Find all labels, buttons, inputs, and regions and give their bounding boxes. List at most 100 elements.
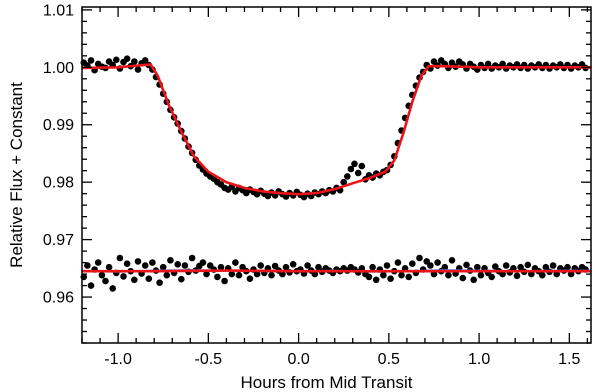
residuals-point [477, 271, 485, 279]
residuals-point [145, 275, 153, 283]
residuals-point [167, 257, 174, 264]
residuals-point [203, 270, 210, 278]
residuals-point [246, 275, 254, 283]
residuals-point [141, 262, 149, 269]
residuals-point [459, 274, 467, 282]
x-tick-label: -0.5 [195, 351, 223, 368]
residuals-point [102, 277, 109, 285]
transit-observations-point [351, 160, 358, 168]
transit-observations-point [131, 58, 138, 65]
residuals-point [380, 271, 387, 279]
residuals-point [221, 277, 228, 285]
residuals-point [539, 271, 546, 279]
residuals-point [549, 262, 557, 269]
residuals-point [235, 271, 243, 279]
residuals-point [214, 273, 221, 281]
residual-model-red-line [82, 269, 591, 273]
residuals-point [98, 271, 106, 279]
y-axis-title: Relative Flux + Constant [7, 82, 26, 268]
residuals-point [134, 258, 142, 265]
residuals-point [405, 273, 413, 281]
residuals-point [159, 263, 167, 271]
y-tick-label: 0.99 [43, 117, 74, 134]
residuals-point [369, 263, 376, 271]
residuals-point [105, 263, 113, 271]
transit-observations-point [358, 162, 366, 170]
residuals-point [409, 260, 416, 268]
residuals-point [365, 273, 373, 281]
residuals-point [268, 271, 275, 279]
transit-observations-point [499, 60, 506, 68]
transit-observations-point [347, 165, 355, 173]
residuals-point [228, 270, 236, 278]
residuals-point [427, 262, 434, 269]
residuals-point [289, 261, 297, 268]
residuals-point [156, 279, 163, 287]
x-tick-label: -1.0 [104, 351, 132, 368]
residuals-point [149, 259, 156, 266]
residuals-point [217, 263, 225, 271]
transit-observations-point [344, 173, 351, 180]
x-tick-label: 1.5 [558, 351, 580, 368]
plot-frame [81, 6, 592, 344]
y-tick-label: 0.98 [43, 175, 74, 192]
transit-observations-point [141, 57, 149, 64]
residuals-point [181, 262, 189, 269]
residuals-point [524, 261, 532, 269]
residuals-point [416, 254, 423, 262]
transit-observations-point [354, 169, 362, 177]
residuals-point [517, 263, 524, 271]
residuals-point [372, 276, 380, 284]
residuals-point [199, 259, 207, 266]
residuals-point [87, 282, 95, 289]
residuals-point [257, 262, 265, 269]
residuals-point [116, 254, 124, 262]
residuals-point [463, 261, 470, 269]
residuals-point [131, 276, 138, 284]
residuals-point [84, 262, 91, 269]
residuals-point [163, 271, 171, 279]
residuals-point [492, 263, 499, 270]
x-tick-label: 0.0 [287, 351, 309, 368]
residuals-point [174, 261, 181, 268]
residuals-point [502, 262, 510, 269]
residuals-point [513, 272, 521, 280]
transit-observations-point [134, 66, 142, 73]
x-tick-label: 1.0 [468, 351, 490, 368]
transit-observations-point [340, 178, 348, 186]
residuals-point [271, 262, 279, 270]
y-tick-label: 1.00 [43, 60, 74, 77]
residuals-point [394, 259, 402, 266]
residuals-point [232, 259, 239, 266]
residuals-point [448, 257, 456, 264]
residuals-point [188, 254, 196, 262]
residuals-point [474, 263, 481, 271]
residuals-point [94, 259, 102, 266]
residuals-point [542, 263, 550, 271]
residuals-point [120, 273, 127, 280]
residuals-point [178, 275, 185, 283]
x-tick-label: 0.5 [378, 351, 400, 368]
residuals-point [470, 276, 478, 284]
transit-model-line [81, 63, 591, 196]
transit-observations-point [87, 57, 95, 64]
residuals-point [383, 262, 391, 269]
residuals-point [441, 263, 449, 271]
residuals-point [434, 259, 441, 266]
y-tick-label: 1.01 [43, 2, 74, 19]
transit-observations-point [484, 60, 492, 68]
transit-observations-point [113, 56, 120, 64]
residuals-point [315, 263, 322, 271]
residuals-point [282, 263, 290, 271]
y-tick-label: 0.97 [43, 232, 74, 249]
residuals-point [109, 285, 116, 292]
residuals-point [445, 271, 452, 279]
residuals-point [253, 270, 261, 278]
residuals-point [488, 273, 496, 281]
residuals-point [279, 270, 286, 278]
residuals-point [123, 260, 131, 268]
residuals-point [398, 271, 405, 279]
residuals-point [564, 263, 571, 271]
residuals-point [304, 262, 311, 269]
